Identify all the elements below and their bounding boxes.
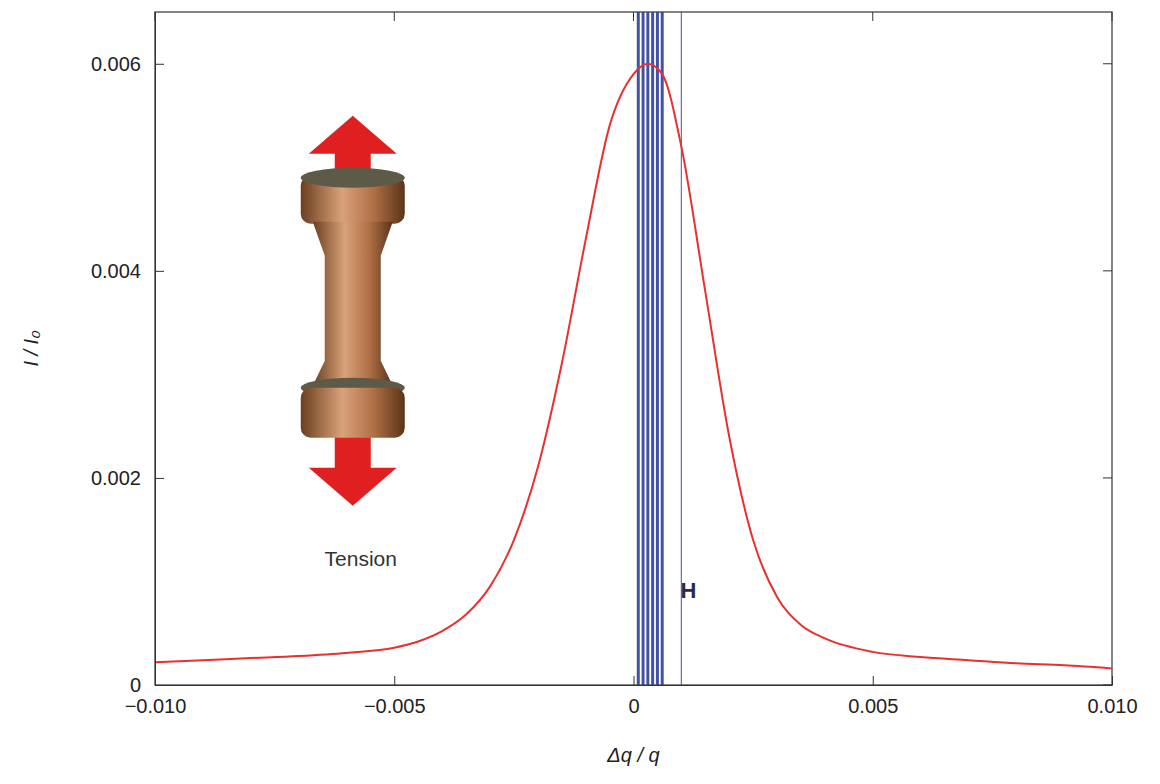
data-area bbox=[155, 12, 1112, 685]
y-axis-line bbox=[155, 13, 156, 686]
y-tick: 0.002 bbox=[91, 467, 164, 489]
specimen-icon bbox=[301, 116, 405, 506]
arrow bbox=[309, 434, 397, 506]
gauge bbox=[313, 222, 393, 386]
x-tick-mark-top bbox=[1112, 12, 1113, 21]
y-tick-label: 0 bbox=[130, 674, 141, 696]
x-tick-label: −0.005 bbox=[364, 695, 426, 717]
y-tick-label: 0.004 bbox=[91, 260, 141, 282]
y-tick-label: 0.006 bbox=[91, 53, 141, 75]
grip bbox=[301, 388, 405, 438]
annotation: H bbox=[681, 578, 697, 603]
x-tick: 0.010 bbox=[1087, 676, 1137, 717]
y-tick: 0.006 bbox=[91, 53, 164, 75]
y-axis: 0 0.002 0.004 0.006 bbox=[91, 13, 164, 696]
y-axis-title: I / I₀ bbox=[20, 330, 42, 366]
y-tick-mark-right bbox=[1103, 685, 1112, 686]
reference-line bbox=[651, 12, 654, 685]
x-tick: 0 bbox=[628, 676, 639, 717]
x-tick-label: 0.005 bbox=[848, 695, 898, 717]
y-tick-mark bbox=[155, 685, 164, 686]
x-axis: −0.010 −0.005 0 0.005 0.010 bbox=[125, 676, 1138, 717]
y-tick-label: 0.002 bbox=[91, 467, 141, 489]
x-tick-mark bbox=[1112, 676, 1113, 685]
x-axis-title: Δq / q bbox=[606, 744, 659, 766]
grip-top bbox=[301, 168, 405, 188]
reference-line bbox=[661, 12, 664, 685]
y-tick-mark bbox=[155, 271, 164, 272]
reference-line bbox=[656, 12, 659, 685]
chart: −0.010 −0.005 0 0.005 0.010 0 0.002 0.004 0.006 H… bbox=[0, 0, 1160, 784]
x-tick-label: −0.010 bbox=[125, 695, 187, 717]
y-tick-mark-right bbox=[1103, 477, 1112, 478]
reference-line bbox=[646, 12, 649, 685]
reference-line bbox=[642, 12, 645, 685]
x-tick-mark-top bbox=[155, 12, 156, 21]
x-tick-label: 0 bbox=[628, 695, 639, 717]
x-tick-mark-top bbox=[633, 12, 634, 21]
plot-frame bbox=[155, 12, 1112, 685]
plot: −0.010 −0.005 0 0.005 0.010 0 0.002 0.004 0.006 H… bbox=[91, 12, 1138, 717]
x-tick-mark bbox=[394, 676, 395, 685]
x-tick: 0.005 bbox=[848, 676, 898, 717]
x-tick-mark bbox=[873, 676, 874, 685]
curve bbox=[155, 64, 1112, 669]
y-tick: 0 bbox=[130, 674, 164, 696]
y-tick-mark-right bbox=[1103, 63, 1112, 64]
y-tick: 0.004 bbox=[91, 260, 164, 282]
y-tick-mark bbox=[155, 64, 164, 65]
reference-line bbox=[637, 12, 640, 685]
x-tick-mark-top bbox=[394, 12, 395, 21]
annotation: Tension bbox=[325, 547, 397, 570]
x-tick-mark bbox=[634, 676, 635, 685]
x-tick: −0.005 bbox=[364, 676, 426, 717]
x-tick-label: 0.010 bbox=[1087, 695, 1137, 717]
x-axis-line bbox=[156, 685, 1113, 686]
y-tick-mark bbox=[155, 478, 164, 479]
y-tick-mark-right bbox=[1103, 270, 1112, 271]
x-tick-mark-top bbox=[872, 12, 873, 21]
